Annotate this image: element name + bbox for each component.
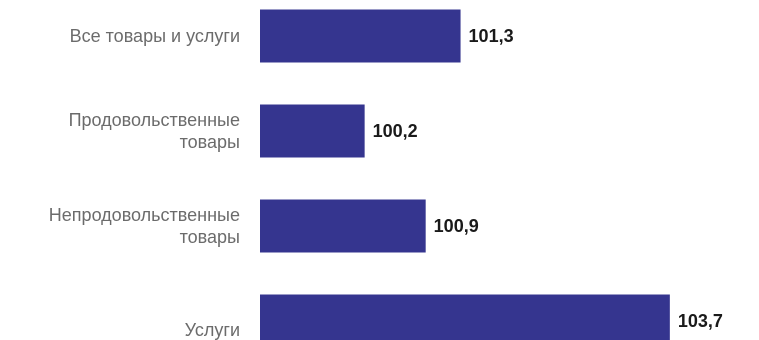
bar-3 [260, 294, 670, 340]
category-label-2-line-1: товары [180, 227, 240, 247]
category-label-1-line-1: товары [180, 132, 240, 152]
category-label-0-line-0: Все товары и услуги [70, 26, 240, 46]
value-label-2: 100,9 [434, 216, 479, 236]
bar-0 [260, 9, 461, 63]
category-label-1-line-0: Продовольственные [69, 110, 240, 130]
bars-group [260, 9, 670, 340]
value-label-1: 100,2 [373, 121, 418, 141]
value-label-3: 103,7 [678, 311, 723, 331]
category-label-2-line-0: Непродовольственные [49, 205, 240, 225]
category-label-3-line-0: Услуги [185, 320, 240, 340]
value-label-0: 101,3 [469, 26, 514, 46]
value-labels-group: 101,3 100,2 100,9 103,7 [373, 26, 723, 331]
category-labels-group: Все товары и услугиПродовольственныетова… [49, 26, 240, 340]
bar-1 [260, 104, 365, 158]
bar-2 [260, 199, 426, 253]
